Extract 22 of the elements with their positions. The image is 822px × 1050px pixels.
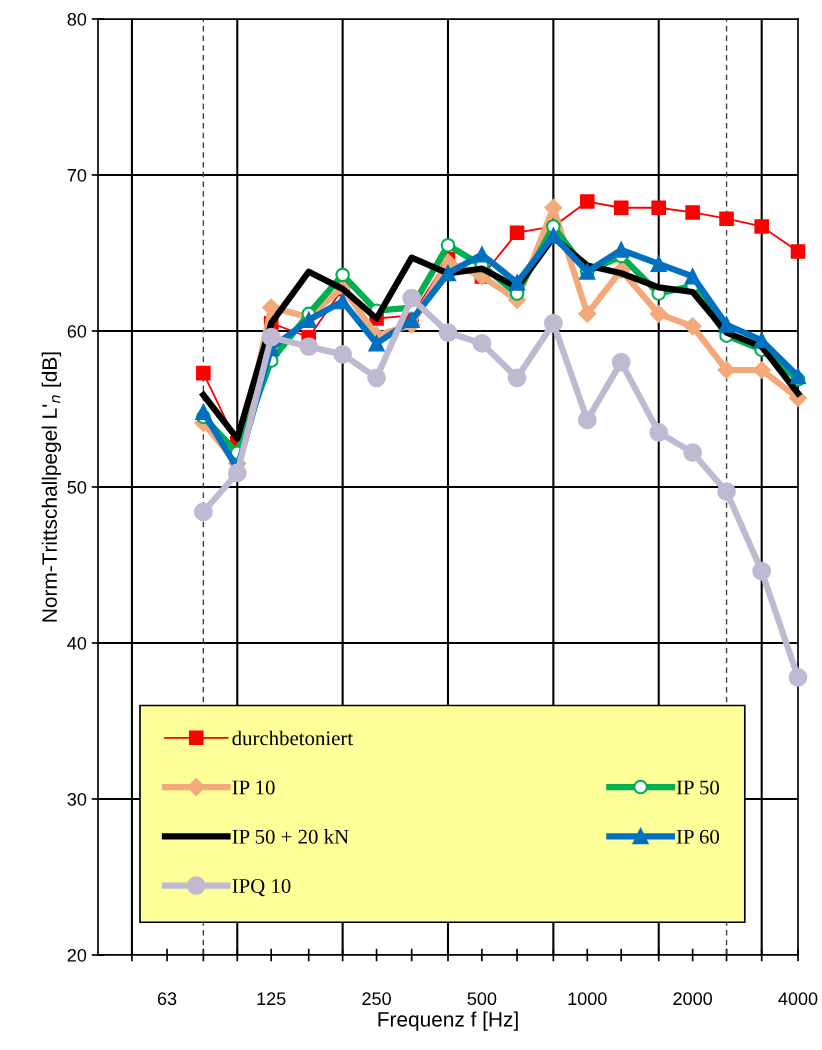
x-tick-label: 2000 bbox=[673, 992, 713, 1006]
x-tick-label: 250 bbox=[362, 992, 391, 1006]
y-tick-label: 30 bbox=[67, 792, 87, 806]
y-tick-label: 70 bbox=[67, 168, 87, 182]
x-tick-label: 4000 bbox=[778, 992, 818, 1006]
x-tick-label: 500 bbox=[467, 992, 497, 1006]
legend-label: IP 60 bbox=[676, 829, 720, 844]
y-tick-label: 20 bbox=[67, 948, 87, 962]
x-tick-label: 1000 bbox=[568, 992, 607, 1006]
legend-label: IP 50 bbox=[676, 780, 720, 795]
x-tick-label: 125 bbox=[257, 992, 286, 1006]
y-tick-label: 50 bbox=[67, 480, 87, 494]
x-axis-title: Frequenz f [Hz] bbox=[378, 1011, 518, 1031]
x-tick-label: 63 bbox=[157, 992, 177, 1006]
legend-label: durchbetoniert bbox=[232, 730, 354, 746]
y-axis-title: Norm-Trittschallpegel L'$_{n}$ [dB] bbox=[41, 352, 62, 622]
legend-label: IP 50 + 20 kN bbox=[232, 829, 349, 844]
y-tick-label: 40 bbox=[67, 636, 87, 650]
legend-label: IP 10 bbox=[232, 780, 275, 795]
y-tick-label: 80 bbox=[67, 12, 87, 26]
y-tick-label: 60 bbox=[67, 324, 87, 338]
legend-label: IPQ 10 bbox=[232, 878, 291, 897]
